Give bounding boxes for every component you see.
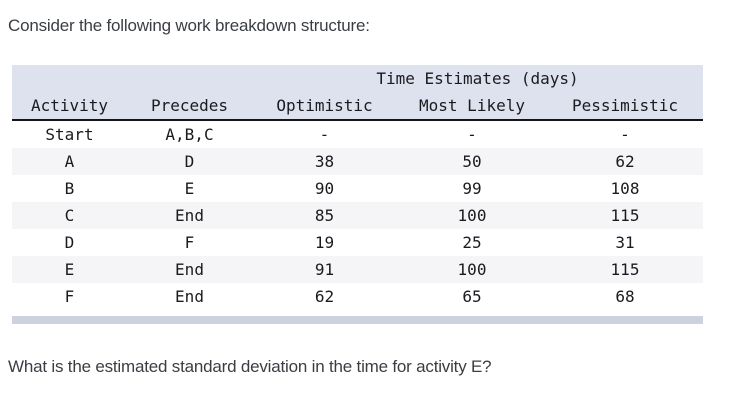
cell-most-likely: 65 [462, 287, 482, 306]
table-row-f: F End 62 65 68 [12, 283, 703, 310]
cell-pessimistic: 62 [615, 152, 635, 171]
cell-precedes: E [184, 179, 195, 198]
cell-optimistic: 62 [314, 287, 335, 306]
cell-precedes: End [175, 206, 204, 225]
table-row-d: D F 19 25 31 [12, 229, 703, 256]
cell-most-likely: 50 [462, 152, 482, 171]
table-footer-bar [12, 316, 703, 324]
intro-text: Consider the following work breakdown st… [8, 16, 370, 35]
cell-activity: E [64, 260, 75, 279]
cell-precedes: D [184, 152, 195, 171]
table-row-b: B E 90 99 108 [12, 175, 703, 202]
cell-pessimistic: 31 [615, 233, 635, 252]
cell-precedes: F [184, 233, 195, 252]
cell-most-likely: 100 [457, 260, 487, 279]
question-text: What is the estimated standard deviation… [8, 357, 492, 376]
column-header-optimistic: Optimistic [276, 96, 373, 115]
column-header-pessimistic: Pessimistic [572, 96, 678, 115]
cell-most-likely: 99 [462, 179, 482, 198]
table-row-a: A D 38 50 62 [12, 148, 703, 175]
column-header-activity: Activity [30, 96, 109, 115]
cell-optimistic: 19 [314, 233, 335, 252]
cell-activity: B [64, 179, 75, 198]
cell-most-likely: 25 [462, 233, 482, 252]
cell-activity: F [64, 287, 75, 306]
table-column-header-row: Activity Precedes Optimistic Most Likely… [12, 92, 703, 121]
cell-pessimistic: 108 [610, 179, 640, 198]
table-group-header-row: Time Estimates (days) [12, 65, 703, 92]
table-row-c: C End 85 100 115 [12, 202, 703, 229]
cell-pessimistic: - [620, 125, 630, 144]
cell-pessimistic: 115 [610, 260, 640, 279]
cell-activity: Start [45, 125, 94, 144]
cell-precedes: End [175, 287, 204, 306]
cell-optimistic: 38 [314, 152, 335, 171]
cell-optimistic: 85 [314, 206, 335, 225]
cell-optimistic: 90 [314, 179, 335, 198]
column-header-precedes: Precedes [150, 96, 229, 115]
cell-most-likely: - [467, 125, 477, 144]
column-header-most-likely: Most Likely [419, 96, 525, 115]
cell-precedes: End [175, 260, 204, 279]
table-body: Start A,B,C - - - A D 38 50 62 B E 90 99… [12, 121, 703, 310]
cell-optimistic: - [319, 125, 330, 144]
table-row-e: E End 91 100 115 [12, 256, 703, 283]
cell-activity: D [64, 233, 75, 252]
cell-activity: C [64, 206, 75, 225]
group-header-time-estimates: Time Estimates (days) [376, 69, 579, 88]
cell-optimistic: 91 [314, 260, 335, 279]
table-row-start: Start A,B,C - - - [12, 121, 703, 148]
cell-activity: A [64, 152, 75, 171]
table-header: Time Estimates (days) Activity Precedes … [12, 65, 703, 121]
cell-most-likely: 100 [457, 206, 487, 225]
cell-pessimistic: 115 [610, 206, 640, 225]
wbs-table: Time Estimates (days) Activity Precedes … [12, 65, 703, 324]
cell-precedes: A,B,C [165, 125, 214, 144]
cell-pessimistic: 68 [615, 287, 635, 306]
